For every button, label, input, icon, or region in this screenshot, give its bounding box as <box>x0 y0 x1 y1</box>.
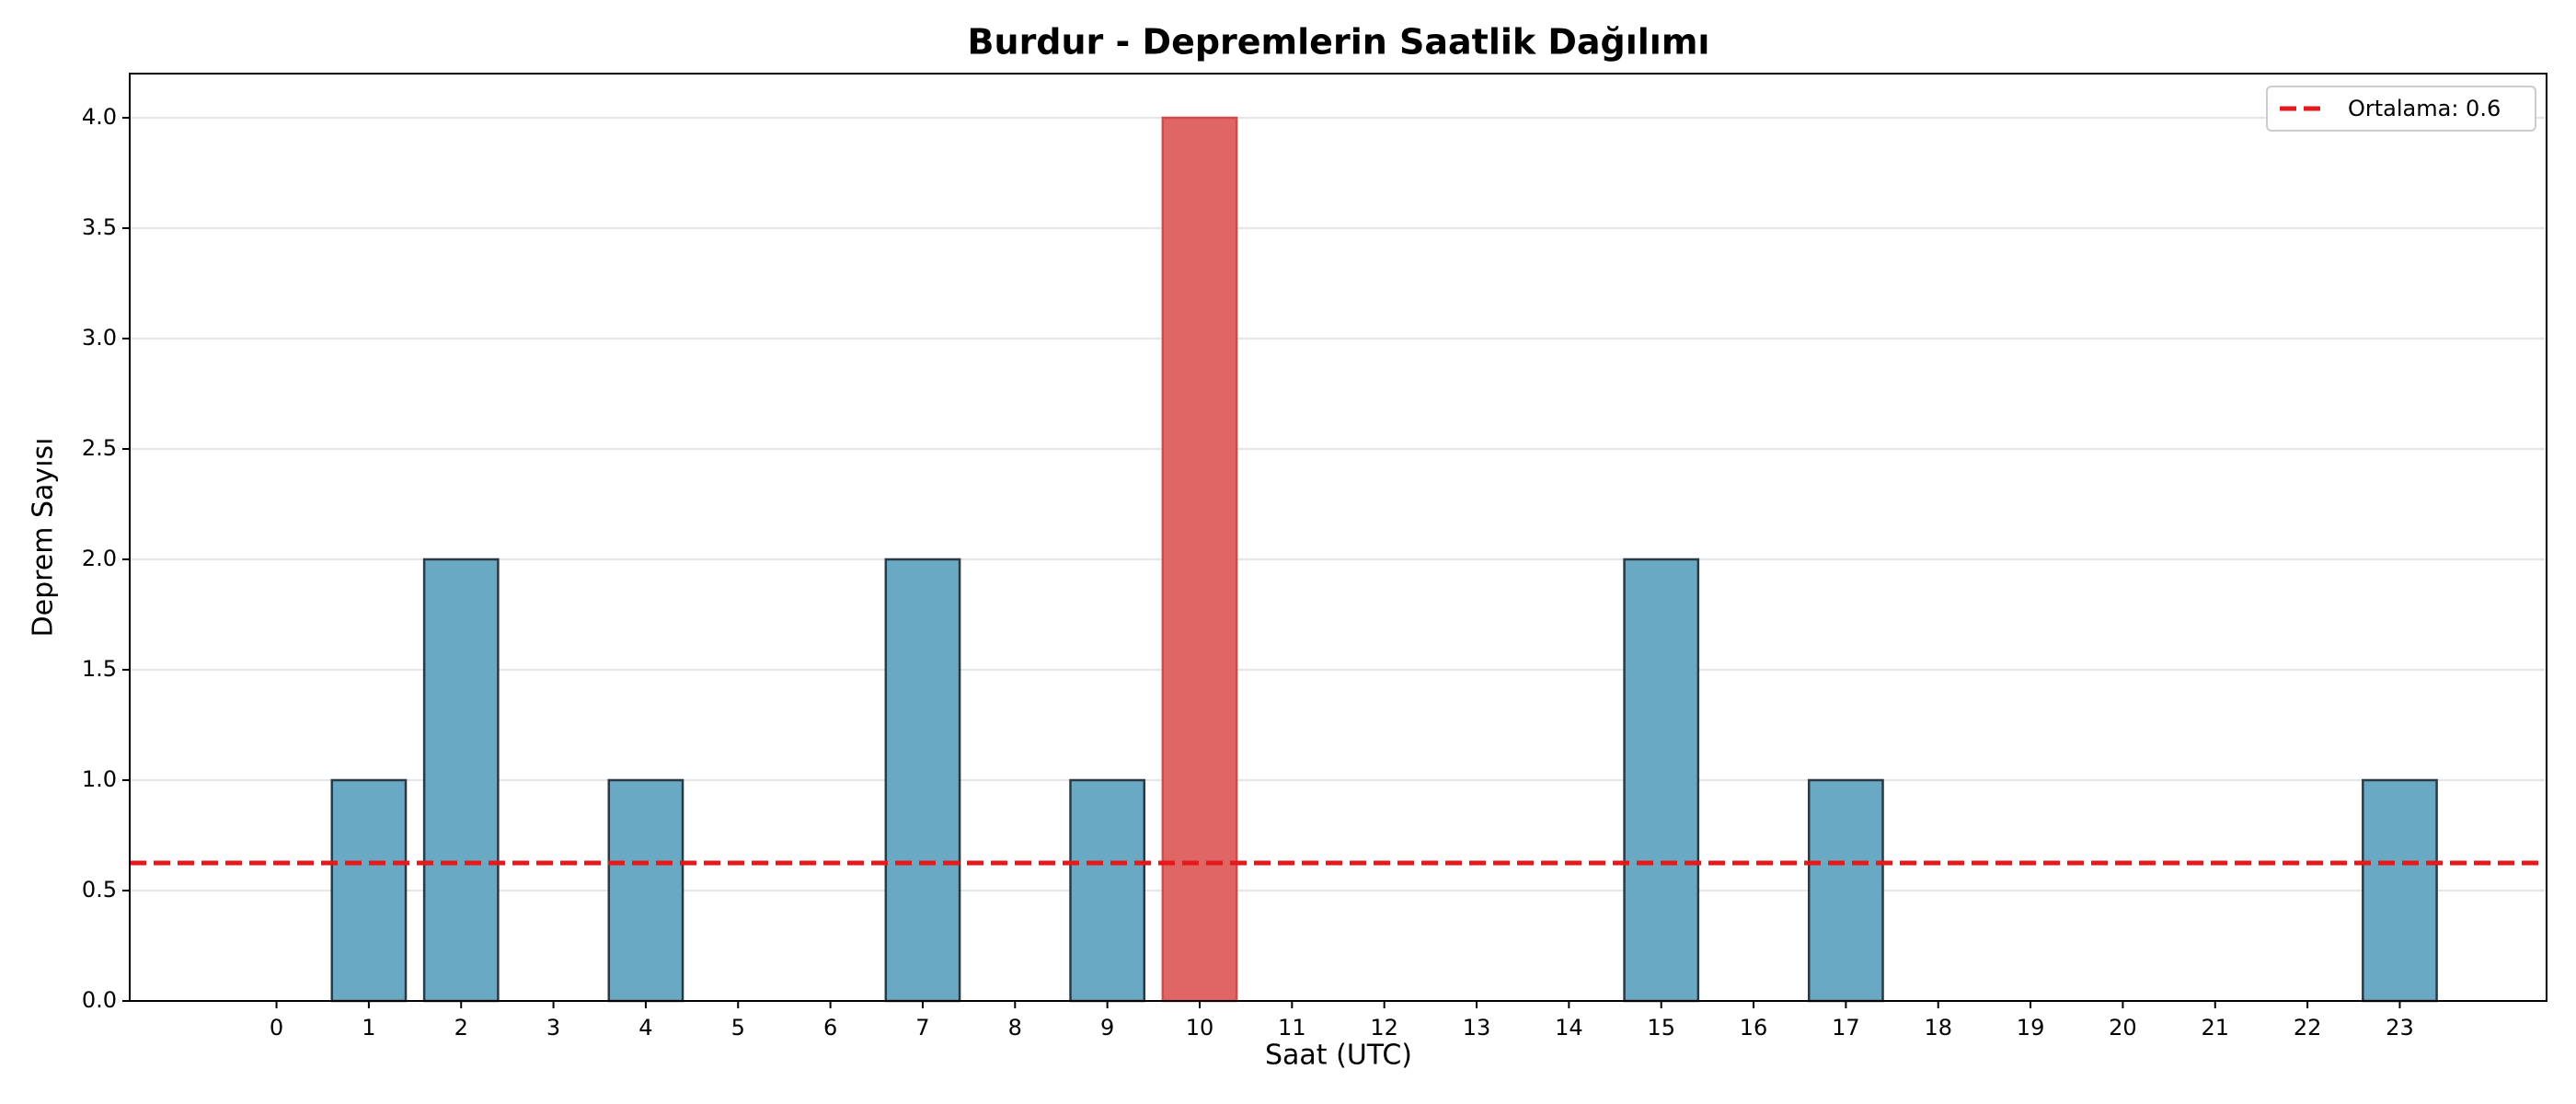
bar <box>607 778 684 1003</box>
plot-frame <box>129 73 2547 1002</box>
x-tick-label: 22 <box>2294 1015 2322 1041</box>
x-tick-label: 10 <box>1186 1015 1214 1041</box>
x-tick-label: 0 <box>270 1015 283 1041</box>
x-tick-label: 11 <box>1278 1015 1306 1041</box>
bar <box>422 558 500 1003</box>
x-tick-label: 5 <box>731 1015 745 1041</box>
legend-box <box>2266 86 2536 132</box>
y-tick-label: 2.5 <box>82 435 117 461</box>
x-tick-label: 6 <box>823 1015 837 1041</box>
bar <box>884 558 961 1003</box>
x-tick-label: 16 <box>1740 1015 1768 1041</box>
y-tick-label: 1.0 <box>82 766 117 792</box>
x-tick-label: 8 <box>1008 1015 1022 1041</box>
y-tick-label: 0.5 <box>82 877 117 903</box>
x-tick-label: 21 <box>2201 1015 2229 1041</box>
chart-title: Burdur - Depremlerin Saatlik Dağılımı <box>968 22 1710 63</box>
x-tick-label: 9 <box>1100 1015 1114 1041</box>
bar <box>330 778 408 1003</box>
y-tick-label: 3.5 <box>82 214 117 240</box>
bar <box>1161 116 1238 1003</box>
x-tick-label: 3 <box>546 1015 560 1041</box>
bar <box>2362 778 2438 1003</box>
y-tick-label: 4.0 <box>82 104 117 130</box>
x-tick-label: 20 <box>2109 1015 2137 1041</box>
y-tick-label: 2.0 <box>82 546 117 571</box>
x-tick-label: 12 <box>1370 1015 1398 1041</box>
bar <box>1623 558 1700 1003</box>
y-axis-label: Deprem Sayısı <box>28 438 60 638</box>
x-tick-label: 4 <box>638 1015 652 1041</box>
x-tick-label: 7 <box>915 1015 929 1041</box>
x-tick-label: 17 <box>1832 1015 1860 1041</box>
x-tick-label: 14 <box>1555 1015 1583 1041</box>
x-tick-label: 23 <box>2386 1015 2414 1041</box>
y-tick-label: 3.0 <box>82 325 117 351</box>
x-tick-label: 1 <box>362 1015 375 1041</box>
legend-label: Ortalama: 0.6 <box>2348 96 2501 121</box>
x-tick-label: 18 <box>1924 1015 1952 1041</box>
bar <box>1808 778 1884 1003</box>
x-tick-label: 2 <box>454 1015 468 1041</box>
x-axis-label: Saat (UTC) <box>1265 1040 1412 1072</box>
x-tick-label: 13 <box>1463 1015 1491 1041</box>
bar <box>1069 778 1146 1003</box>
y-tick-label: 1.5 <box>82 656 117 682</box>
x-tick-label: 19 <box>2017 1015 2045 1041</box>
y-tick-label: 0.0 <box>82 987 117 1013</box>
x-tick-label: 15 <box>1647 1015 1675 1041</box>
